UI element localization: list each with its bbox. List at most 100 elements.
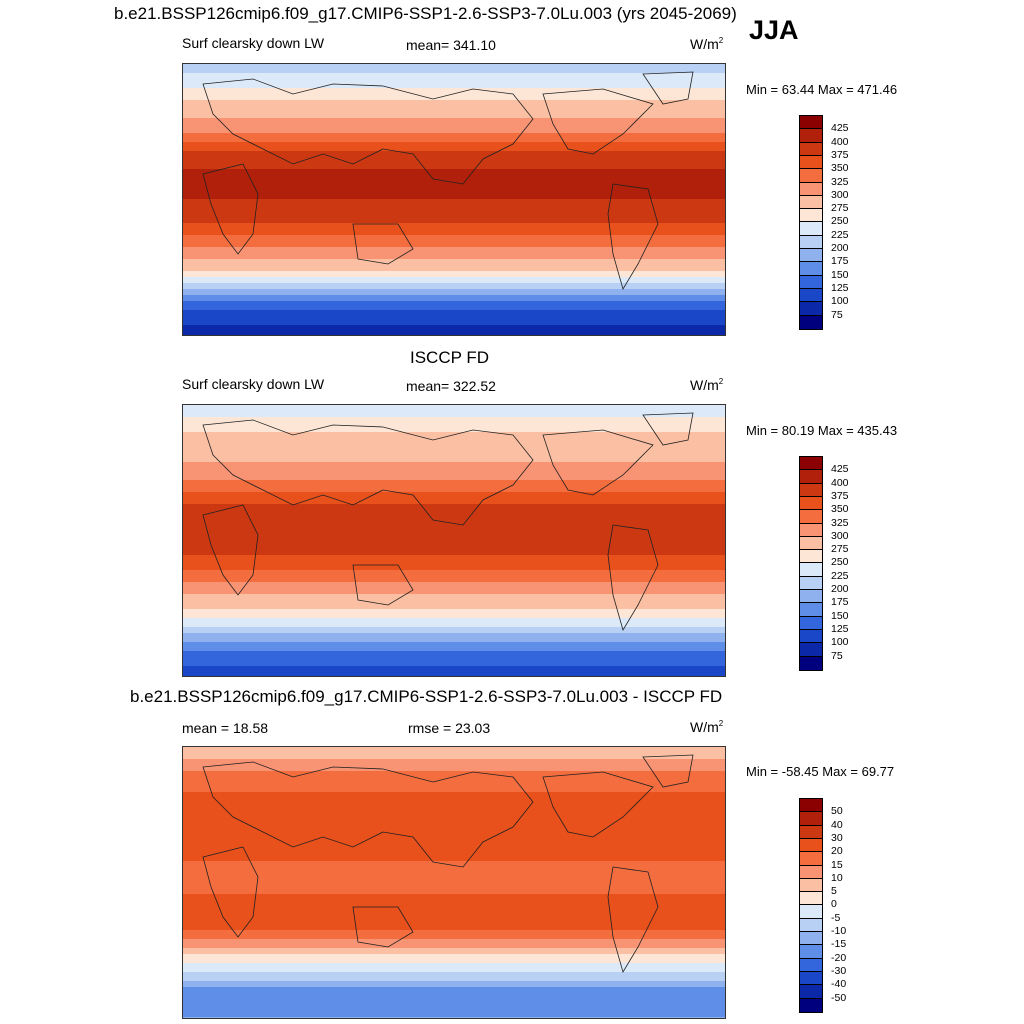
zonal-band [183,510,725,514]
colorbar-tick-label: 125 [831,281,849,294]
zonal-band [183,648,725,652]
zonal-band [183,70,725,74]
zonal-band [183,292,725,296]
zonal-band [183,208,725,212]
colorbar-swatch [799,248,823,263]
colorbar-swatch [799,984,823,999]
zonal-band [183,408,725,412]
zonal-band [183,495,725,499]
zonal-band [183,795,725,799]
zonal-band [183,567,725,571]
zonal-band [183,432,725,436]
panel3-title: b.e21.BSSP126cmip6.f09_g17.CMIP6-SSP1-2.… [130,687,723,706]
zonal-band [183,906,725,910]
zonal-band [183,861,725,865]
zonal-band [183,223,725,227]
colorbar-swatch [799,287,823,303]
zonal-band [183,846,725,850]
zonal-band [183,990,725,994]
zonal-band [183,750,725,754]
zonal-band [183,561,725,565]
zonal-band [183,205,725,209]
zonal-band [183,1008,725,1012]
colorbar-tick-label: 350 [831,503,849,516]
zonal-band [183,456,725,460]
panel2-title: ISCCP FD [410,348,490,367]
zonal-band [183,277,725,281]
colorbar-tick-label: 150 [831,268,849,281]
zonal-band [183,172,725,176]
zonal-band [183,828,725,832]
zonal-band [183,139,725,143]
colorbar-tick-label: 400 [831,135,849,148]
colorbar-swatch [799,798,823,813]
panel2-map-plot [183,405,725,676]
zonal-band [183,480,725,484]
colorbar-tick-label: 200 [831,583,849,595]
panel1-variable: Surf clearsky down LW [182,35,325,51]
zonal-band [183,229,725,233]
zonal-band [183,972,725,976]
zonal-band [183,121,725,125]
colorbar-swatch [799,154,823,170]
colorbar-tick-label: 20 [831,845,843,858]
zonal-band [183,774,725,778]
coastline [542,88,654,155]
zonal-band [183,127,725,131]
zonal-band [183,876,725,880]
zonal-band [183,573,725,577]
zonal-band [183,882,725,886]
colorbar-swatch [799,194,823,210]
zonal-band [183,115,725,119]
zonal-band [183,94,725,98]
zonal-band [183,259,725,263]
zonal-band [183,492,725,496]
zonal-band [183,624,725,628]
colorbar-tick-label: 425 [831,463,849,476]
colorbar-tick-label: 200 [831,242,849,254]
zonal-band [183,163,725,167]
zonal-band [183,963,725,967]
zonal-band [183,819,725,823]
zonal-band [183,280,725,284]
zonal-band [183,423,725,427]
zonal-band [183,417,725,421]
colorbar-tick-label: 75 [831,649,843,662]
zonal-band [183,603,725,607]
colorbar-tick-label: 225 [831,228,849,241]
zonal-band [183,238,725,242]
panel2-map [182,404,726,677]
colorbar-swatch [799,589,823,604]
zonal-band [183,930,725,934]
zonal-band [183,319,725,323]
zonal-band [183,912,725,916]
zonal-band [183,226,725,230]
coastline [642,412,694,446]
zonal-band [183,801,725,805]
zonal-band [183,867,725,871]
panel2-minmax: Min = 80.19 Max = 435.43 [746,423,898,438]
zonal-band [183,169,725,173]
colorbar-swatch [799,469,823,484]
colorbar-tick-label: 50 [831,805,843,818]
zonal-band [183,450,725,454]
zonal-band [183,960,725,964]
zonal-band [183,477,725,481]
zonal-band [183,130,725,134]
zonal-band [183,148,725,152]
zonal-band [183,768,725,772]
zonal-band [183,852,725,856]
zonal-band [183,241,725,245]
zonal-band [183,558,725,562]
colorbar-tick-label: 325 [831,516,849,529]
coastline [352,223,414,265]
colorbar-tick-label: 175 [831,255,849,268]
zonal-band [183,316,725,320]
zonal-band [183,957,725,961]
zonal-band [183,588,725,592]
zonal-band [183,792,725,796]
zonal-band [183,420,725,424]
colorbar-swatch [799,931,823,946]
zonal-band [183,295,725,299]
colorbar-swatch [799,314,823,330]
